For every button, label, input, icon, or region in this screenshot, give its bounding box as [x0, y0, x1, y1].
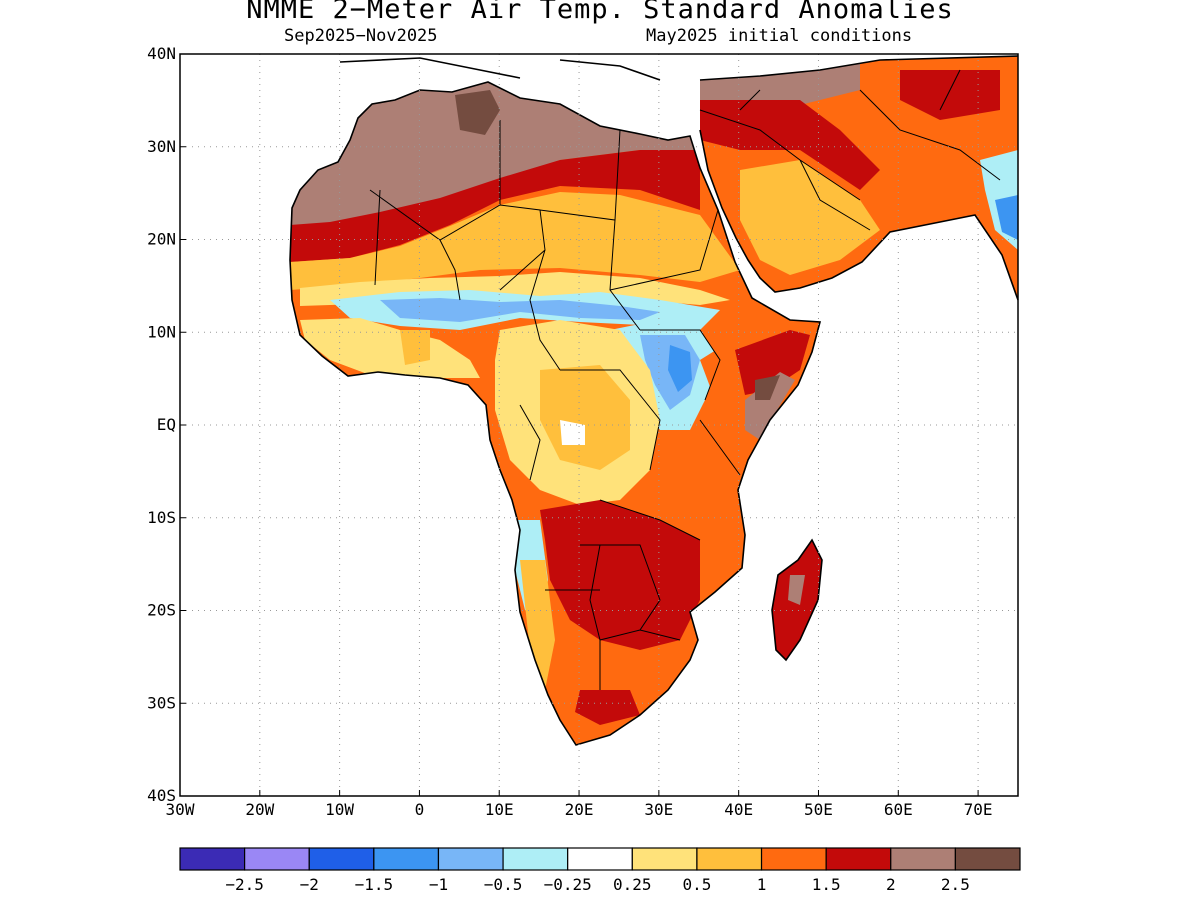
- longitude-ticks: 30W 20W 10W 0 10E 20E 30E 40E 50E 60E 70E: [166, 790, 993, 819]
- x-tick-label: 70E: [964, 800, 993, 819]
- x-tick-label: 10E: [485, 800, 514, 819]
- colorbar-swatch: [308, 847, 375, 871]
- colorbar-label: −2: [300, 875, 319, 894]
- colorbar-label: 1.5: [812, 875, 841, 894]
- lat-lon-grid: [180, 54, 1018, 796]
- y-tick-label: 10N: [147, 322, 176, 341]
- colorbar-label: −1: [429, 875, 448, 894]
- x-tick-label: 20W: [245, 800, 274, 819]
- y-tick-label: EQ: [157, 415, 176, 434]
- colorbar-swatch: [760, 847, 827, 871]
- y-tick-label: 30S: [147, 693, 176, 712]
- initial-conditions: May2025 initial conditions: [646, 26, 913, 46]
- x-tick-label: 40E: [724, 800, 753, 819]
- colorbar-swatch: [631, 847, 698, 871]
- colorbar-swatch: [954, 847, 1021, 871]
- colorbar-swatch: [179, 847, 246, 871]
- y-tick-label: 20S: [147, 601, 176, 620]
- colorbar-swatch: [825, 847, 892, 871]
- x-tick-label: 50E: [804, 800, 833, 819]
- x-tick-label: 60E: [884, 800, 913, 819]
- x-tick-label: 30E: [644, 800, 673, 819]
- colorbar-swatch: [567, 847, 633, 871]
- colorbar-label: 2: [886, 875, 896, 894]
- y-tick-label: 10S: [147, 508, 176, 527]
- y-tick-label: 40N: [147, 44, 176, 63]
- colorbar: −2.5 −2 −1.5 −1 −0.5 −0.25 0.25 0.5 1 1.5 2 2.5: [179, 847, 1021, 894]
- y-tick-label: 20N: [147, 230, 176, 249]
- colorbar-label: 2.5: [941, 875, 970, 894]
- coastlines: [289, 55, 1019, 746]
- x-tick-label: 20E: [565, 800, 594, 819]
- colorbar-label: −0.5: [484, 875, 523, 894]
- colorbar-swatch: [890, 847, 956, 871]
- colorbar-label: 0.5: [682, 875, 711, 894]
- colorbar-label: 1: [757, 875, 767, 894]
- colorbar-swatch: [502, 847, 569, 871]
- x-tick-label: 0: [415, 800, 425, 819]
- latitude-ticks: 40N 30N 20N 10N EQ 10S 20S 30S 40S: [147, 44, 186, 805]
- colorbar-swatch: [244, 847, 310, 871]
- x-tick-label: 10W: [325, 800, 354, 819]
- colorbar-swatch: [437, 847, 504, 871]
- colorbar-label: −0.25: [544, 875, 592, 894]
- colorbar-swatch: [373, 847, 440, 871]
- colorbar-label: 0.25: [613, 875, 652, 894]
- map-title: NMME 2−Meter Air Temp. Standard Anomalie…: [246, 0, 954, 25]
- country-borders: [369, 69, 1001, 690]
- colorbar-label: −1.5: [355, 875, 394, 894]
- colorbar-swatch: [696, 847, 763, 871]
- colorbar-label: −2.5: [225, 875, 264, 894]
- y-tick-label: 40S: [147, 786, 176, 805]
- forecast-period: Sep2025−Nov2025: [284, 26, 438, 46]
- y-tick-label: 30N: [147, 137, 176, 156]
- x-tick-label: 30W: [166, 800, 195, 819]
